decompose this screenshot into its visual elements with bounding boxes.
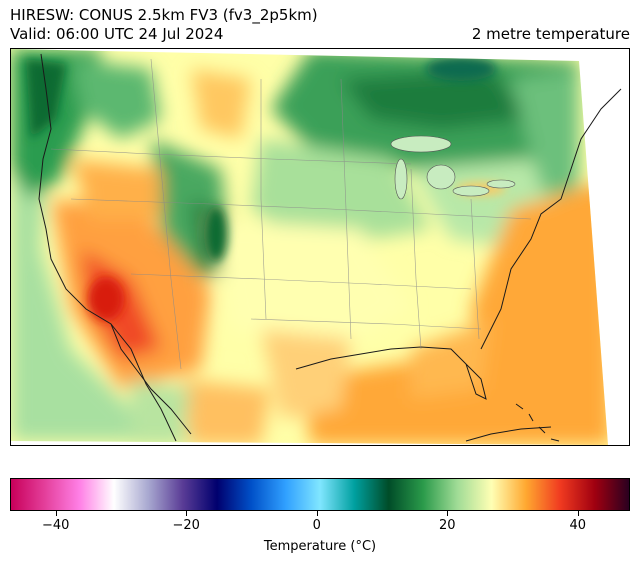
field-name: 2 metre temperature [471, 25, 630, 43]
colorbar-tick [55, 511, 57, 516]
colorbar-tick-label: −40 [41, 518, 70, 533]
colorbar-tick [577, 511, 579, 516]
valid-time: Valid: 06:00 UTC 24 Jul 2024 [10, 25, 224, 43]
temperature-map [10, 48, 630, 446]
colorbar-tick-label: −20 [172, 518, 200, 533]
colorbar-tick [186, 511, 188, 516]
colorbar-tick-label: 20 [438, 518, 456, 533]
colorbar-tick [447, 511, 449, 516]
colorbar-tick [316, 511, 318, 516]
temperature-field [11, 49, 608, 445]
islands [515, 403, 560, 442]
great-lakes [390, 135, 516, 200]
coastlines [38, 53, 622, 442]
colorbar-tick-label: 40 [569, 518, 587, 533]
map-canvas [11, 49, 622, 445]
state-borders [50, 58, 532, 370]
map-title: HIRESW: CONUS 2.5km FV3 (fv3_2p5km) Vali… [10, 6, 318, 44]
model-title: HIRESW: CONUS 2.5km FV3 (fv3_2p5km) [10, 6, 318, 24]
colorbar-ticks: −40 −20 0 20 40 [10, 511, 630, 535]
colorbar-tick-label: 0 [312, 518, 321, 533]
colorbar [10, 478, 630, 511]
colorbar-label: Temperature (°C) [263, 539, 377, 554]
